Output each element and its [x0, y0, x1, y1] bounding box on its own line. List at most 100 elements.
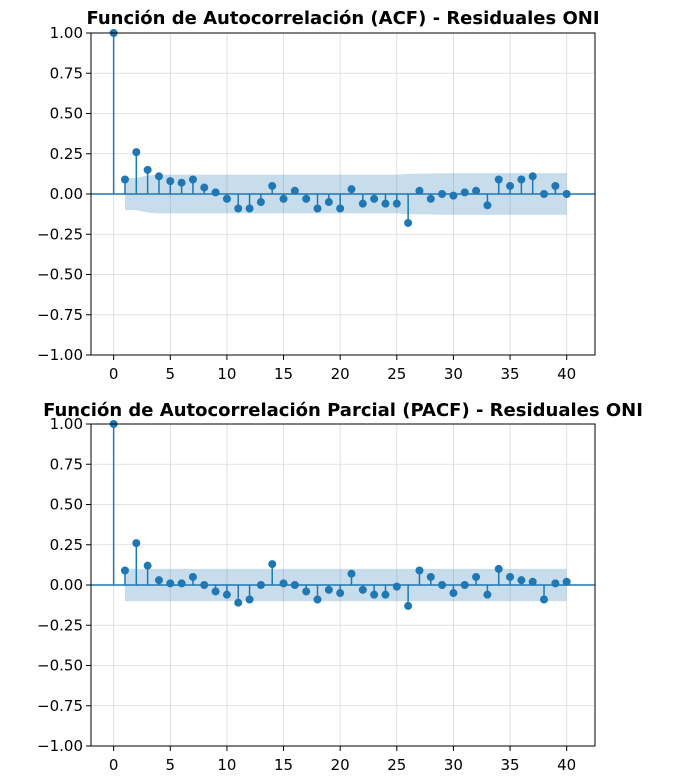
pacf-point-25 [392, 582, 401, 591]
pacf-xtick-label-4: 20 [331, 756, 350, 774]
acf-title: Función de Autocorrelación (ACF) - Resid… [86, 8, 599, 29]
pacf-xtick-label-8: 40 [557, 756, 576, 774]
acf-point-2 [132, 148, 141, 157]
acf-xtick-label-2: 10 [217, 365, 236, 383]
pacf-point-38 [540, 595, 549, 604]
acf-panel: Función de Autocorrelación (ACF) - Resid… [37, 8, 600, 383]
pacf-point-26 [404, 601, 413, 610]
pacf-point-23 [370, 590, 379, 599]
pacf-ytick-label-1: −0.75 [37, 697, 83, 715]
pacf-ytick-label-0: −1.00 [37, 737, 83, 755]
pacf-ytick-label-3: −0.25 [37, 616, 83, 634]
acf-point-3 [143, 165, 152, 174]
acf-point-22 [358, 199, 367, 208]
pacf-ytick-label-5: 0.25 [50, 536, 83, 554]
acf-point-16 [290, 186, 299, 195]
pacf-point-31 [460, 581, 469, 589]
acf-point-18 [313, 204, 322, 213]
pacf-point-13 [256, 581, 265, 589]
acf-point-5 [166, 177, 175, 186]
acf-point-30 [449, 191, 458, 200]
acf-point-26 [404, 218, 413, 227]
pacf-ytick-label-6: 0.50 [50, 496, 83, 514]
pacf-xtick-label-0: 0 [109, 756, 119, 774]
pacf-ytick-label-2: −0.50 [37, 657, 83, 675]
pacf-ytick-label-8: 1.00 [50, 415, 83, 433]
acf-ytick-label-4: 0.00 [50, 185, 83, 203]
pacf-point-17 [302, 587, 311, 596]
pacf-point-6 [177, 579, 186, 588]
pacf-point-27 [415, 566, 424, 575]
acf-xtick-label-8: 40 [557, 365, 576, 383]
acf-point-37 [528, 172, 537, 181]
pacf-point-40 [562, 577, 571, 586]
pacf-point-12 [245, 595, 254, 604]
acf-xtick-label-0: 0 [109, 365, 119, 383]
pacf-point-36 [517, 576, 526, 585]
acf-point-23 [370, 194, 379, 203]
pacf-ytick-label-4: 0.00 [50, 576, 83, 594]
pacf-point-9 [211, 587, 220, 596]
acf-point-34 [494, 175, 503, 184]
acf-point-36 [517, 175, 526, 184]
acf-point-31 [460, 188, 469, 197]
pacf-point-11 [234, 598, 243, 607]
acf-point-10 [222, 194, 231, 203]
pacf-xtick-label-5: 25 [387, 756, 406, 774]
pacf-point-5 [166, 579, 175, 588]
pacf-point-33 [483, 590, 492, 599]
pacf-point-30 [449, 589, 458, 598]
pacf-point-14 [268, 560, 277, 569]
acf-point-35 [506, 181, 515, 190]
acf-xtick-label-7: 35 [501, 365, 520, 383]
pacf-xtick-label-2: 10 [217, 756, 236, 774]
acf-ytick-label-3: −0.25 [37, 225, 83, 243]
acf-ytick-label-0: −1.00 [37, 346, 83, 364]
acf-point-33 [483, 201, 492, 210]
pacf-point-37 [528, 577, 537, 586]
acf-point-40 [562, 190, 571, 198]
acf-point-38 [540, 190, 549, 198]
pacf-point-8 [200, 581, 209, 589]
acf-point-11 [234, 204, 243, 213]
acf-point-21 [347, 185, 356, 194]
acf-point-1 [120, 175, 129, 184]
pacf-point-32 [472, 572, 481, 581]
acf-point-13 [256, 198, 265, 207]
pacf-xtick-label-1: 5 [166, 756, 176, 774]
acf-point-12 [245, 204, 254, 213]
pacf-xtick-label-7: 35 [501, 756, 520, 774]
acf-point-4 [154, 172, 163, 181]
acf-point-29 [438, 190, 447, 198]
acf-xtick-label-1: 5 [166, 365, 176, 383]
pacf-point-16 [290, 581, 299, 589]
acf-point-8 [200, 183, 209, 192]
pacf-panel: Función de Autocorrelación Parcial (PACF… [37, 400, 643, 774]
acf-point-6 [177, 178, 186, 187]
acf-point-17 [302, 194, 311, 203]
acf-xtick-label-6: 30 [444, 365, 463, 383]
pacf-point-24 [381, 590, 390, 599]
acf-point-15 [279, 194, 288, 203]
acf-xtick-label-5: 25 [387, 365, 406, 383]
acf-ytick-label-1: −0.75 [37, 306, 83, 324]
acf-point-27 [415, 186, 424, 195]
acf-point-32 [472, 186, 481, 195]
pacf-point-20 [336, 589, 345, 598]
pacf-point-1 [120, 566, 129, 575]
pacf-point-15 [279, 579, 288, 588]
pacf-point-35 [506, 572, 515, 581]
acf-ytick-label-8: 1.00 [50, 24, 83, 42]
pacf-point-7 [188, 572, 197, 581]
pacf-point-10 [222, 590, 231, 599]
acf-point-39 [551, 181, 560, 190]
acf-xtick-label-3: 15 [274, 365, 293, 383]
pacf-point-34 [494, 564, 503, 573]
pacf-point-18 [313, 595, 322, 604]
pacf-point-21 [347, 569, 356, 578]
pacf-title: Función de Autocorrelación Parcial (PACF… [43, 400, 643, 421]
acf-point-7 [188, 175, 197, 184]
acf-ytick-label-5: 0.25 [50, 145, 83, 163]
acf-xtick-label-4: 20 [331, 365, 350, 383]
